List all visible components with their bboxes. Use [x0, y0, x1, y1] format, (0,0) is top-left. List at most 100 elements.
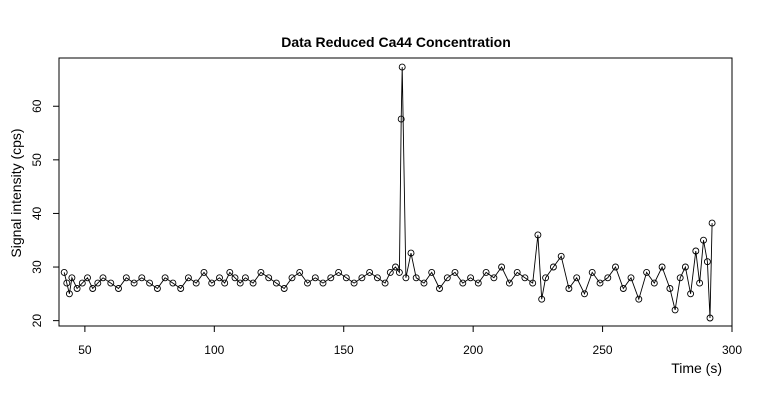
data-point: [78, 279, 86, 287]
data-point: [89, 285, 97, 292]
data-point: [280, 285, 288, 292]
data-point: [60, 268, 68, 276]
data-point: [169, 279, 177, 287]
data-point: [73, 285, 81, 292]
data-point: [619, 285, 627, 292]
data-point: [335, 268, 343, 276]
data-point: [265, 274, 273, 282]
data-point: [146, 279, 154, 287]
data-point: [327, 274, 335, 282]
data-point: [534, 231, 542, 239]
data-point: [249, 279, 257, 287]
data-point: [521, 274, 529, 282]
data-point: [557, 252, 565, 260]
data-point: [358, 274, 366, 282]
data-point: [687, 290, 695, 298]
data-point: [366, 268, 374, 276]
data-point: [596, 279, 604, 287]
data-point: [241, 274, 249, 282]
data-point: [386, 268, 394, 276]
x-tick-label: 300: [722, 343, 742, 357]
data-point: [565, 285, 573, 292]
data-point: [208, 279, 216, 287]
data-point: [604, 274, 612, 282]
data-point: [666, 285, 674, 292]
y-tick-label: 60: [30, 99, 44, 113]
data-point: [706, 314, 714, 322]
data-point: [392, 263, 399, 271]
data-point: [650, 279, 658, 287]
data-point: [490, 274, 498, 282]
data-point: [658, 263, 666, 271]
data-point: [296, 268, 304, 276]
series-layer: [60, 63, 716, 322]
data-point: [236, 279, 244, 287]
data-point: [703, 258, 711, 266]
data-point: [161, 274, 169, 282]
data-point: [177, 285, 185, 292]
data-point: [443, 274, 451, 282]
data-point: [692, 247, 700, 255]
x-axis: 50 100 150 200 250 300: [78, 326, 742, 357]
y-axis: 20 30 40 50 60: [30, 99, 59, 327]
data-point: [671, 306, 679, 314]
data-point: [84, 274, 91, 282]
data-point: [412, 274, 420, 282]
data-point: [612, 263, 619, 271]
data-point: [529, 279, 537, 287]
y-tick-label: 50: [30, 153, 44, 167]
plot-frame: [58, 57, 733, 327]
data-point: [311, 274, 319, 282]
series-line: [63, 67, 713, 319]
data-point: [696, 279, 704, 287]
data-point: [226, 268, 234, 276]
data-point: [436, 285, 443, 292]
y-tick-label: 40: [30, 206, 44, 220]
data-point: [542, 274, 550, 282]
data-point: [122, 274, 130, 282]
y-tick-label: 20: [30, 314, 44, 328]
data-point: [192, 279, 200, 287]
data-point: [231, 274, 239, 282]
x-tick-label: 100: [204, 343, 224, 357]
data-point: [68, 274, 76, 282]
data-point: [216, 274, 223, 282]
data-point: [467, 274, 475, 282]
data-point: [381, 279, 389, 287]
data-point: [538, 295, 546, 303]
data-point: [676, 274, 684, 282]
x-tick-label: 250: [593, 343, 613, 357]
data-point: [115, 285, 122, 292]
data-point: [304, 279, 311, 287]
data-point: [573, 274, 581, 282]
data-point: [459, 279, 467, 287]
data-point: [99, 274, 107, 282]
data-point: [200, 268, 208, 276]
data-point: [130, 279, 138, 287]
data-point: [257, 268, 265, 276]
data-point: [402, 274, 410, 282]
data-point: [395, 268, 403, 276]
data-point: [272, 279, 280, 287]
data-point: [581, 290, 588, 298]
data-point: [94, 279, 102, 287]
data-point: [138, 274, 146, 282]
y-tick-label: 30: [30, 260, 44, 274]
chart-title: Data Reduced Ca44 Concentration: [281, 34, 511, 50]
x-axis-label: Time (s): [671, 360, 722, 376]
x-tick-label: 50: [78, 343, 92, 357]
x-tick-label: 150: [334, 343, 354, 357]
data-point: [184, 274, 192, 282]
data-point: [681, 263, 689, 271]
data-point: [498, 263, 506, 271]
x-tick-label: 200: [463, 343, 483, 357]
data-point: [588, 268, 596, 276]
data-point: [350, 279, 358, 287]
data-point: [451, 268, 459, 276]
data-point: [708, 219, 716, 227]
data-point: [635, 295, 643, 303]
data-point: [482, 268, 490, 276]
data-point: [63, 279, 71, 287]
data-point: [700, 236, 707, 244]
